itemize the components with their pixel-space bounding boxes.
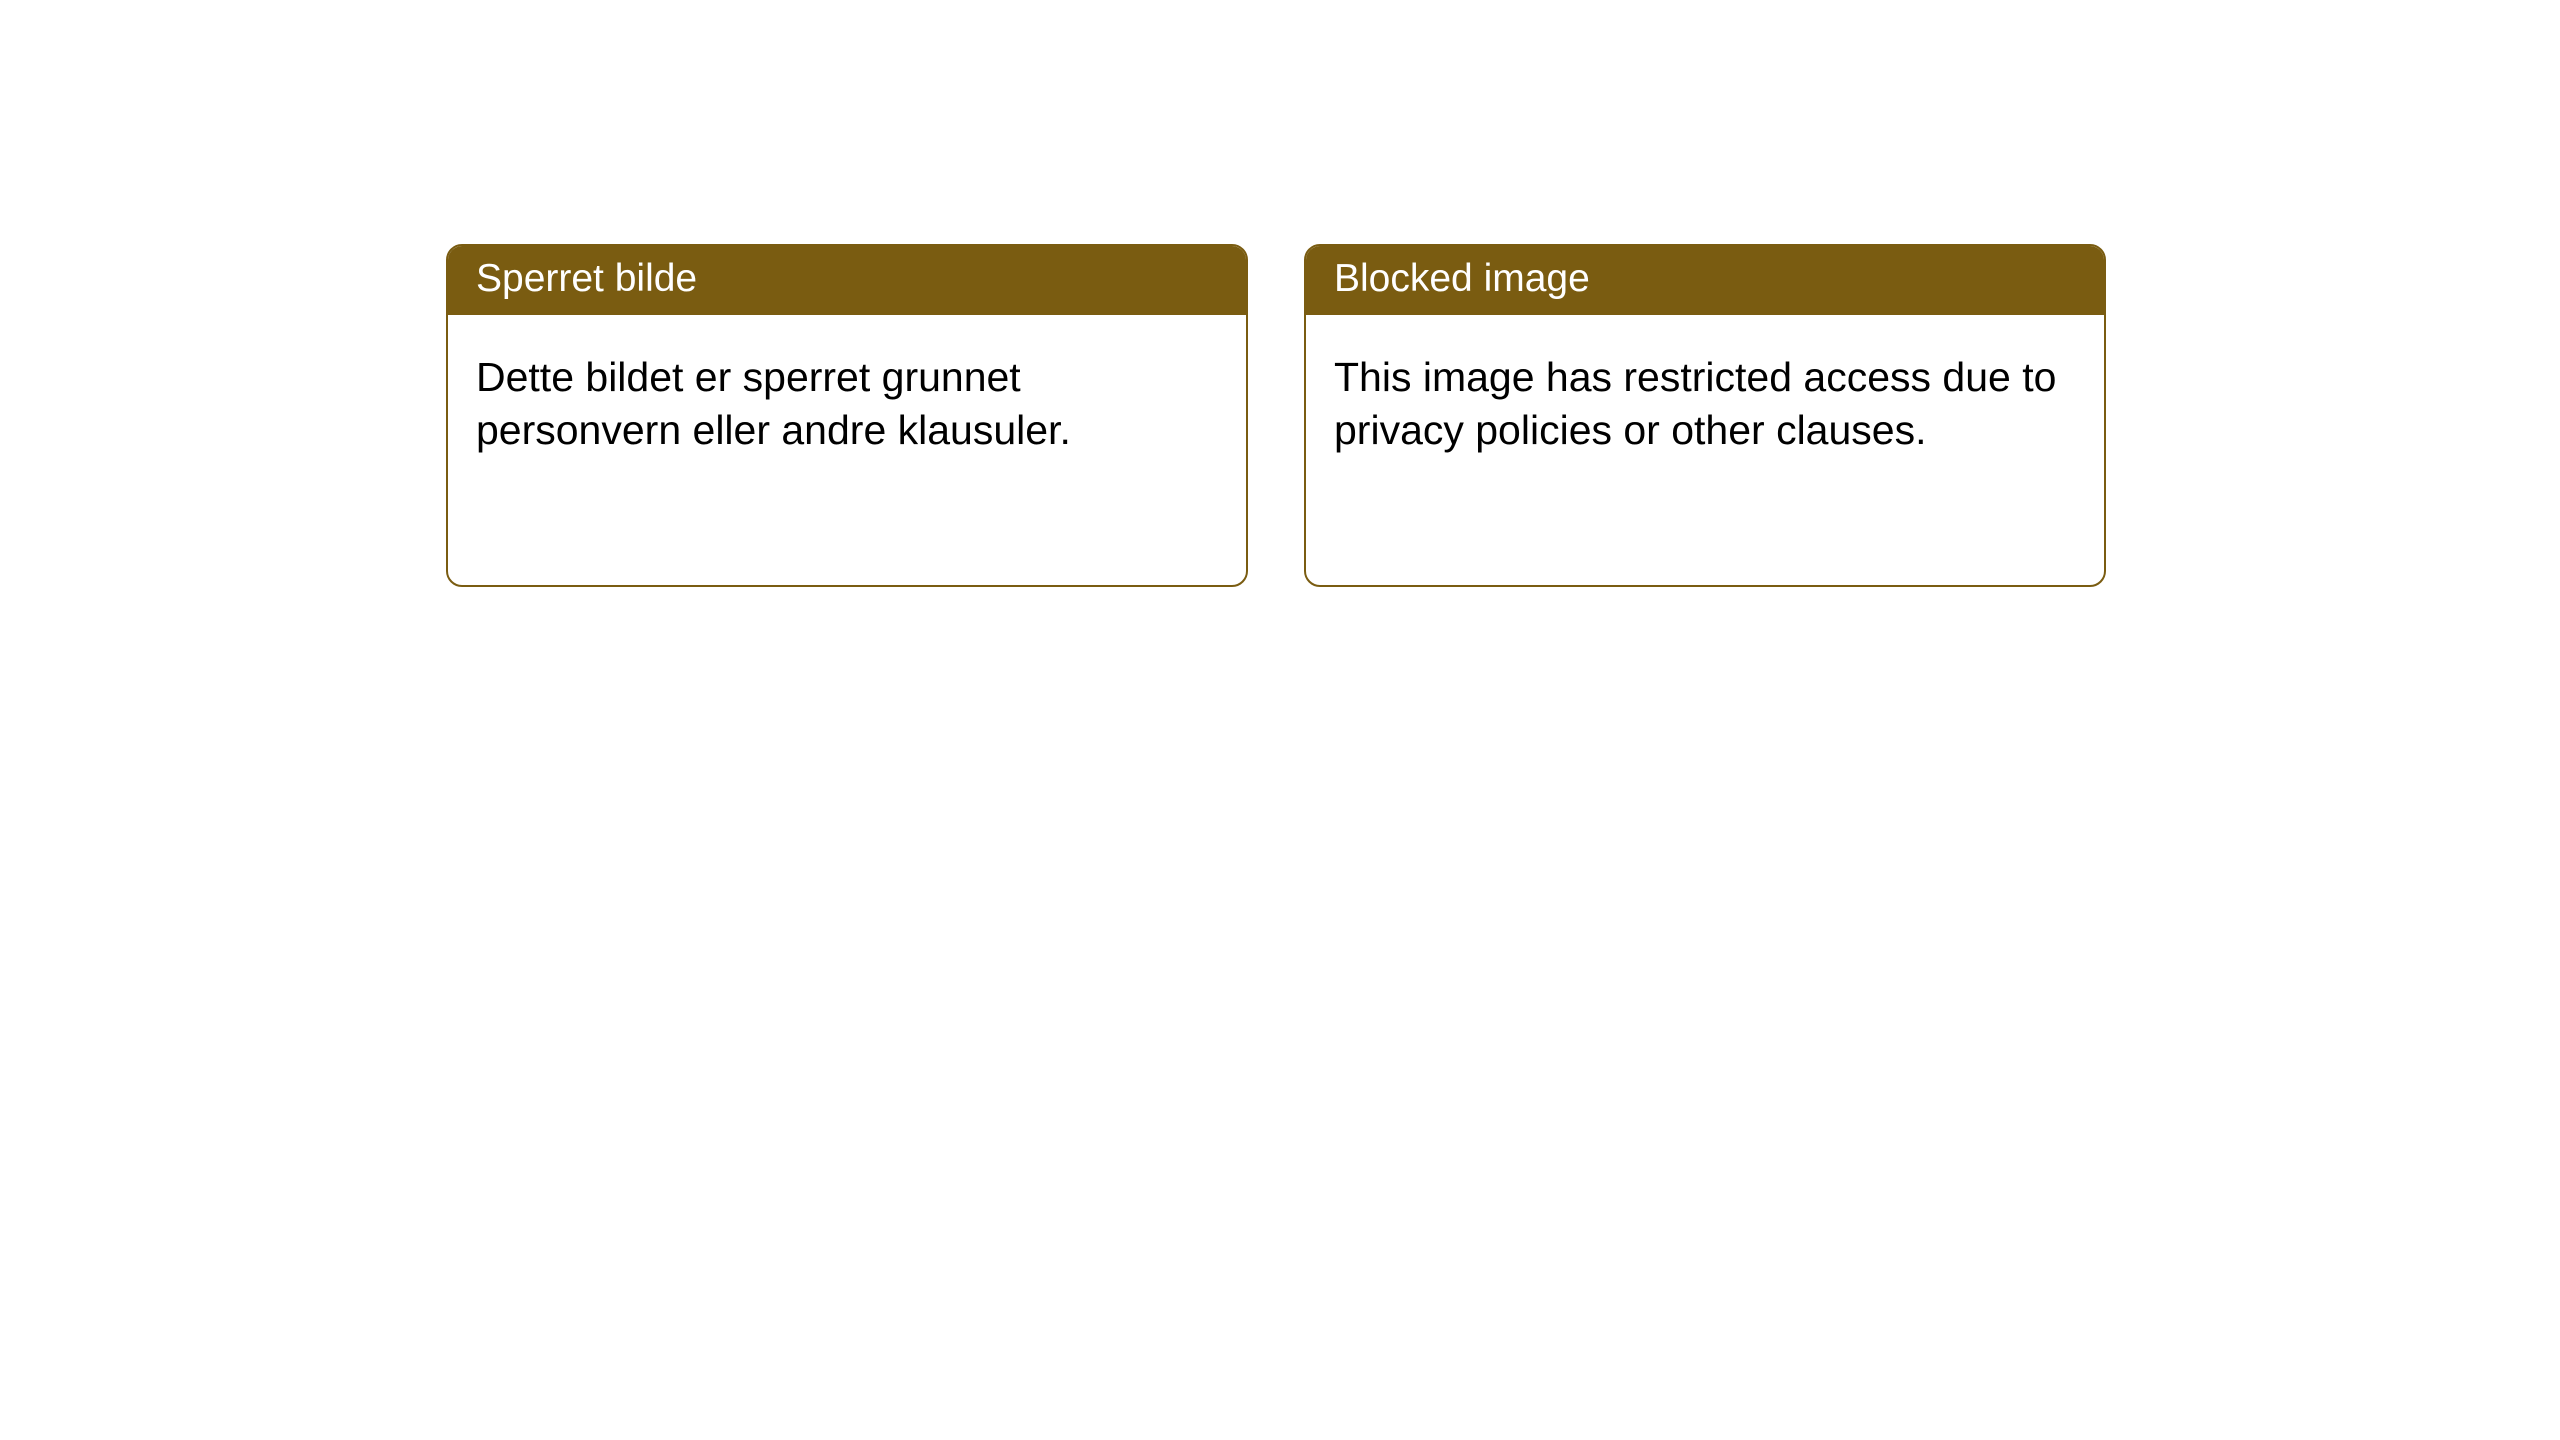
card-title: Sperret bilde xyxy=(448,246,1246,315)
cards-container: Sperret bilde Dette bildet er sperret gr… xyxy=(0,0,2560,587)
card-title: Blocked image xyxy=(1306,246,2104,315)
blocked-image-card-no: Sperret bilde Dette bildet er sperret gr… xyxy=(446,244,1248,587)
blocked-image-card-en: Blocked image This image has restricted … xyxy=(1304,244,2106,587)
card-body: This image has restricted access due to … xyxy=(1306,315,2104,585)
card-body: Dette bildet er sperret grunnet personve… xyxy=(448,315,1246,585)
